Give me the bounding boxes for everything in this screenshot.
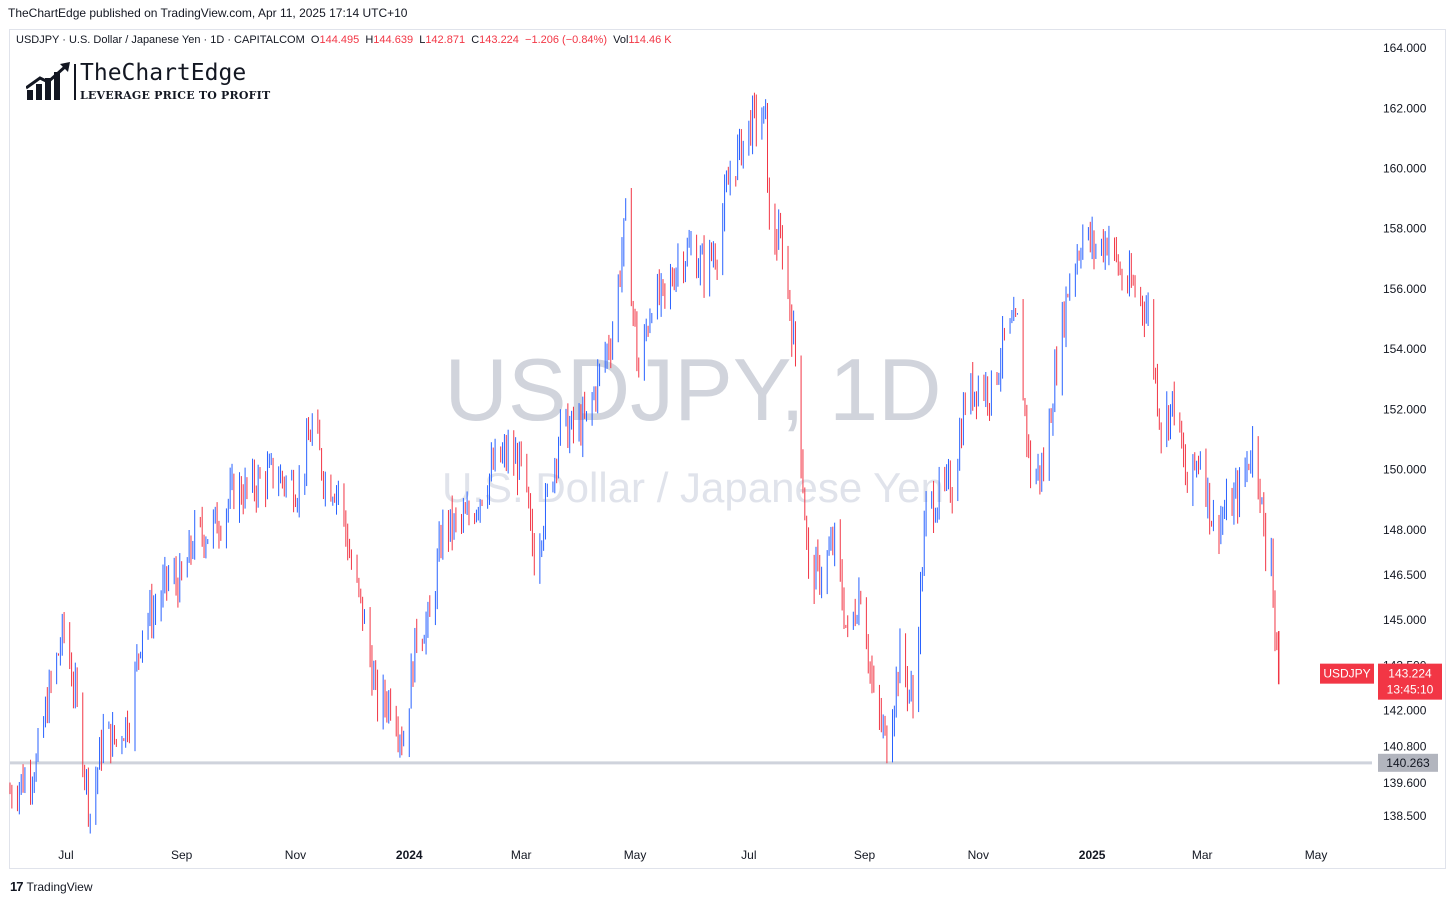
- brand-logo: TheChartEdge LEVERAGE PRICE TO PROFIT: [25, 60, 270, 107]
- legend-vol-label: Vol: [613, 34, 629, 46]
- footer[interactable]: 17 TradingView: [10, 879, 93, 894]
- y-tick-label: 152.000: [1383, 402, 1427, 416]
- legend-open: 144.495: [319, 34, 360, 46]
- symbol-tag: USDJPY: [1323, 667, 1370, 681]
- price-labels: USDJPY 143.224 13:45:10 140.263: [1320, 663, 1442, 772]
- current-price: 143.224: [1388, 667, 1432, 681]
- y-tick-label: 158.000: [1383, 222, 1427, 236]
- y-tick-label: 150.000: [1383, 463, 1427, 477]
- brand-name: TheChartEdge: [80, 60, 247, 86]
- legend-low: 142.871: [425, 34, 466, 46]
- y-tick-label: 138.500: [1383, 809, 1427, 823]
- published-caption: TheChartEdge published on TradingView.co…: [8, 6, 408, 20]
- legend-change: −1.206 (−0.84%): [525, 34, 607, 46]
- legend-close: 143.224: [479, 34, 519, 46]
- support-tag: 140.263: [1386, 756, 1430, 770]
- y-tick-label: 154.000: [1383, 342, 1427, 356]
- support-tag-bg: [1378, 753, 1438, 772]
- x-tick-label: 2024: [396, 848, 423, 862]
- legend-symbol[interactable]: USDJPY · U.S. Dollar / Japanese Yen · 1D…: [16, 34, 305, 46]
- price-tag-bg: [1378, 663, 1442, 700]
- x-tick-label: May: [1305, 848, 1328, 862]
- y-axis: 164.000 162.000 160.000 158.000 156.000 154.0…: [1383, 41, 1427, 823]
- symbol-legend: USDJPY · U.S. Dollar / Japanese Yen · 1D…: [16, 34, 672, 46]
- x-tick-label: Mar: [511, 848, 532, 862]
- x-tick-label: Sep: [171, 848, 193, 862]
- legend-volume: 114.46 K: [628, 34, 672, 46]
- x-tick-label: Nov: [968, 848, 989, 862]
- y-tick-label: 145.000: [1383, 613, 1427, 627]
- brand-divider: [74, 64, 76, 100]
- y-tick-label: 139.600: [1383, 776, 1427, 790]
- y-tick-label: 146.500: [1383, 568, 1427, 582]
- x-tick-label: Mar: [1192, 848, 1213, 862]
- legend-c-label: C: [471, 34, 480, 46]
- footer-brand: TradingView: [26, 879, 93, 894]
- legend-high: 144.639: [373, 34, 414, 46]
- y-tick-label: 148.000: [1383, 523, 1427, 537]
- x-tick-label: Nov: [285, 848, 306, 862]
- legend-o-label: O: [310, 34, 320, 46]
- y-tick-label: 156.000: [1383, 282, 1427, 296]
- watermark-subtitle: U.S. Dollar / Japanese Yen: [442, 464, 944, 511]
- legend-l-label: L: [419, 34, 426, 46]
- candle-countdown: 13:45:10: [1387, 683, 1434, 697]
- brand-tagline: LEVERAGE PRICE TO PROFIT: [80, 89, 271, 102]
- bar-chart-arrow-icon: [25, 62, 70, 100]
- x-tick-label: May: [624, 848, 647, 862]
- x-tick-label: Jul: [58, 848, 73, 862]
- watermark-title: USDJPY, 1D: [444, 340, 941, 439]
- candles: [9, 92, 1280, 834]
- y-tick-label: 162.000: [1383, 101, 1427, 115]
- chart-frame: [9, 29, 1446, 869]
- x-tick-label: 2025: [1079, 848, 1106, 862]
- y-tick-label: 164.000: [1383, 41, 1427, 55]
- y-tick-label: 140.800: [1383, 740, 1427, 754]
- x-axis: Jul Sep Nov 2024 Mar May Jul Sep Nov 2025 Mar May: [58, 848, 1327, 862]
- legend-h-label: H: [365, 34, 374, 46]
- y-tick-label: 142.000: [1383, 704, 1427, 718]
- symbol-tag-bg: [1320, 663, 1374, 684]
- x-tick-label: Sep: [854, 848, 876, 862]
- y-tick-label: 160.000: [1383, 162, 1427, 176]
- tradingview-logo-icon: 17: [10, 879, 24, 894]
- x-tick-label: Jul: [741, 848, 756, 862]
